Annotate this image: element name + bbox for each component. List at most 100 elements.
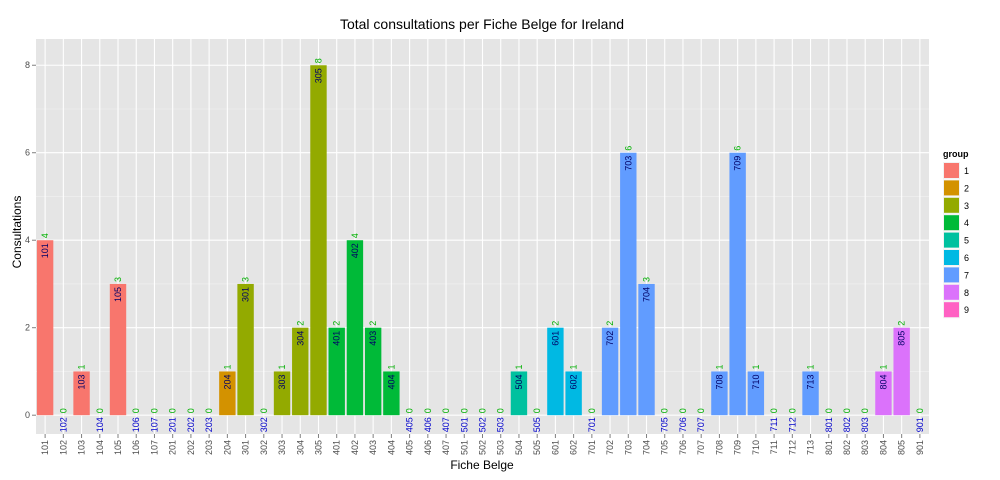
bar-105 xyxy=(109,283,127,416)
x-tick-label: 901 xyxy=(915,440,925,455)
bar-value-label: 1 xyxy=(514,364,524,369)
x-tick-label: 201 xyxy=(168,440,178,455)
legend-label: 7 xyxy=(964,270,969,280)
bar-value-label: 0 xyxy=(95,408,105,413)
bar-category-label: 502 xyxy=(478,417,488,432)
legend-label: 1 xyxy=(964,166,969,176)
bars xyxy=(36,65,910,416)
bar-category-label: 405 xyxy=(405,417,415,432)
legend-swatch xyxy=(944,215,959,231)
x-tick-label: 502 xyxy=(478,440,488,455)
bar-category-label: 601 xyxy=(550,331,560,346)
x-tick-label: 601 xyxy=(550,440,560,455)
x-tick-label: 701 xyxy=(587,440,597,455)
x-tick-label: 106 xyxy=(131,440,141,455)
bar-category-label: 702 xyxy=(605,331,615,346)
bar-category-label: 804 xyxy=(878,374,888,389)
x-tick-label: 805 xyxy=(897,440,907,455)
x-tick-label: 602 xyxy=(569,440,579,455)
bar-value-label: 0 xyxy=(842,408,852,413)
bar-402 xyxy=(346,240,364,416)
bar-702 xyxy=(601,327,619,416)
bar-value-label: 3 xyxy=(241,277,251,282)
bar-value-label: 0 xyxy=(532,408,542,413)
bar-value-label: 0 xyxy=(678,408,688,413)
bar-value-label: 2 xyxy=(332,321,342,326)
x-tick-label: 706 xyxy=(678,440,688,455)
bar-value-label: 0 xyxy=(186,408,196,413)
bar-category-label: 707 xyxy=(696,417,706,432)
y-axis: 0 2 4 6 8 xyxy=(25,60,36,420)
bar-category-label: 803 xyxy=(860,417,870,432)
bar-category-label: 107 xyxy=(149,417,159,432)
bar-401 xyxy=(328,327,345,416)
legend-swatch xyxy=(944,284,959,300)
x-tick-label: 202 xyxy=(186,440,196,455)
legend-label: 8 xyxy=(964,288,969,298)
x-tick-label: 704 xyxy=(642,440,652,455)
bar-category-label: 103 xyxy=(77,374,87,389)
bar-301 xyxy=(237,283,254,416)
y-tick-label: 6 xyxy=(25,148,30,158)
legend-swatch xyxy=(944,232,959,248)
grid-lines xyxy=(36,39,929,434)
legend-swatch xyxy=(944,163,959,178)
x-tick-label: 501 xyxy=(459,440,469,455)
bar-category-label: 805 xyxy=(897,331,907,346)
legend-label: 9 xyxy=(964,305,969,315)
bar-403 xyxy=(364,327,382,416)
x-tick-label: 204 xyxy=(222,440,232,455)
bar-category-label: 901 xyxy=(915,417,925,432)
bar-category-label: 701 xyxy=(587,417,597,432)
y-axis-title: Consultations xyxy=(10,196,24,269)
bar-category-label: 407 xyxy=(441,417,451,432)
bar-value-label: 2 xyxy=(368,321,378,326)
bar-category-label: 105 xyxy=(113,287,123,302)
bar-category-label: 708 xyxy=(714,374,724,389)
bar-709 xyxy=(729,152,746,416)
x-tick-label: 803 xyxy=(860,440,870,455)
bar-value-label: 0 xyxy=(204,408,214,413)
x-tick-label: 504 xyxy=(514,440,524,455)
bar-value-label: 2 xyxy=(550,321,560,326)
x-tick-label: 301 xyxy=(241,440,251,455)
x-tick-label: 304 xyxy=(295,440,305,455)
legend: group 1 2 3 4 5 6 7 8 9 xyxy=(943,149,969,319)
legend-swatch xyxy=(944,267,959,283)
bar-value-label: 0 xyxy=(405,408,415,413)
bar-value-label: 4 xyxy=(350,233,360,238)
x-tick-label: 503 xyxy=(496,440,506,455)
bar-category-label: 201 xyxy=(168,417,178,432)
legend-label: 4 xyxy=(964,218,969,228)
bar-value-label: 0 xyxy=(58,408,68,413)
x-tick-label: 401 xyxy=(332,440,342,455)
bar-value-label: 1 xyxy=(77,364,87,369)
bar-labels: 1014102010311040105310601070201020202030… xyxy=(40,58,925,432)
bar-value-label: 1 xyxy=(878,364,888,369)
bar-value-label: 0 xyxy=(168,408,178,413)
bar-value-label: 4 xyxy=(40,233,50,238)
bar-value-label: 0 xyxy=(459,408,469,413)
x-tick-label: 713 xyxy=(806,440,816,455)
bar-category-label: 204 xyxy=(222,374,232,389)
legend-label: 2 xyxy=(964,183,969,193)
bar-value-label: 0 xyxy=(787,408,797,413)
bar-value-label: 3 xyxy=(113,277,123,282)
bar-category-label: 401 xyxy=(332,331,342,346)
bar-710 xyxy=(747,371,765,416)
y-tick-label: 4 xyxy=(25,235,30,245)
legend-label: 3 xyxy=(964,201,969,211)
bar-value-label: 6 xyxy=(733,146,743,151)
x-tick-label: 709 xyxy=(733,440,743,455)
bar-305 xyxy=(310,65,327,416)
x-tick-label: 801 xyxy=(824,440,834,455)
bar-value-label: 0 xyxy=(915,408,925,413)
x-tick-label: 402 xyxy=(350,440,360,455)
bar-value-label: 1 xyxy=(222,364,232,369)
bar-value-label: 0 xyxy=(149,408,159,413)
legend-swatch xyxy=(944,180,959,196)
bar-category-label: 710 xyxy=(751,374,761,389)
bar-value-label: 0 xyxy=(660,408,670,413)
bar-category-label: 301 xyxy=(241,287,251,302)
x-tick-label: 107 xyxy=(149,440,159,455)
